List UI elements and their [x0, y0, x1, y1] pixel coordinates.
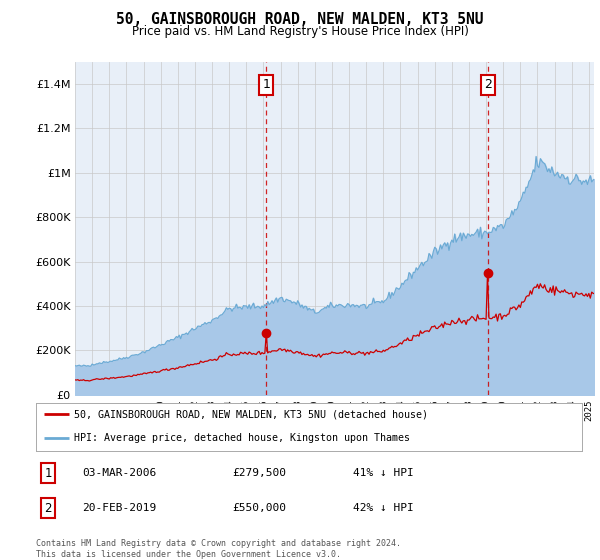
Text: Contains HM Land Registry data © Crown copyright and database right 2024.
This d: Contains HM Land Registry data © Crown c…	[36, 539, 401, 559]
Text: Price paid vs. HM Land Registry's House Price Index (HPI): Price paid vs. HM Land Registry's House …	[131, 25, 469, 38]
Text: HPI: Average price, detached house, Kingston upon Thames: HPI: Average price, detached house, King…	[74, 433, 410, 443]
Text: 50, GAINSBOROUGH ROAD, NEW MALDEN, KT3 5NU (detached house): 50, GAINSBOROUGH ROAD, NEW MALDEN, KT3 5…	[74, 409, 428, 419]
Text: 20-FEB-2019: 20-FEB-2019	[82, 503, 157, 513]
Text: 1: 1	[262, 78, 270, 91]
Text: 2: 2	[44, 502, 52, 515]
Text: 42% ↓ HPI: 42% ↓ HPI	[353, 503, 413, 513]
Text: £550,000: £550,000	[233, 503, 287, 513]
Text: 03-MAR-2006: 03-MAR-2006	[82, 468, 157, 478]
Text: 50, GAINSBOROUGH ROAD, NEW MALDEN, KT3 5NU: 50, GAINSBOROUGH ROAD, NEW MALDEN, KT3 5…	[116, 12, 484, 27]
Text: 1: 1	[44, 466, 52, 480]
Text: £279,500: £279,500	[233, 468, 287, 478]
Text: 41% ↓ HPI: 41% ↓ HPI	[353, 468, 413, 478]
Text: 2: 2	[484, 78, 492, 91]
